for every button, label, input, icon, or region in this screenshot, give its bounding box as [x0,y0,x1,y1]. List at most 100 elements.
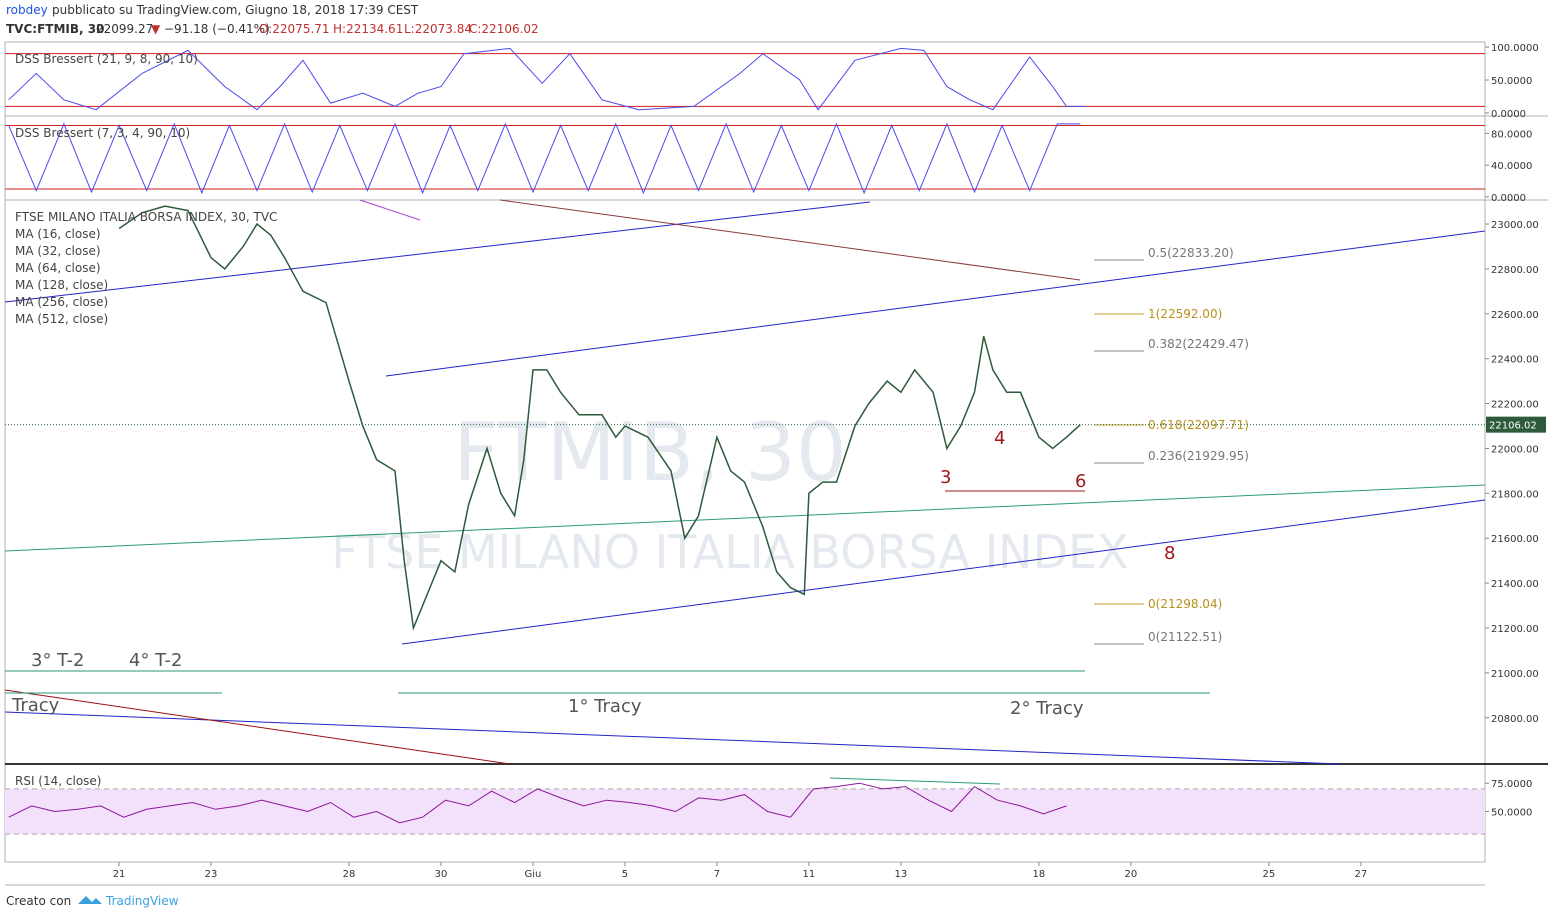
brand[interactable]: TradingView [105,894,179,908]
series-line [8,122,1081,195]
y-tick-label: 22200.00 [1491,400,1539,411]
y-tick-label: 23000.00 [1491,220,1539,231]
price: 22099.27 [96,22,153,36]
author[interactable]: robdey [6,3,48,17]
x-tick-label: 27 [1354,869,1367,880]
y-tick-label: 40.0000 [1491,161,1532,172]
rsi-band [5,788,1485,835]
trend-line [4,484,1486,552]
fib-label: 0.618(22097.71) [1148,418,1249,432]
x-tick-label: 5 [622,869,628,880]
y-tick-label: 20800.00 [1491,714,1539,725]
y-tick-label: 75.0000 [1491,779,1532,790]
y-tick-label: 22600.00 [1491,310,1539,321]
fib-label: 0.382(22429.47) [1148,337,1249,351]
x-tick-label: 18 [1033,869,1046,880]
fib-label: 0.5(22833.20) [1148,246,1234,260]
x-tick-label: 25 [1262,869,1275,880]
annotation: 6 [1075,471,1086,492]
footer: Creato con TradingView [6,894,179,908]
y-tick-label: 100.0000 [1491,43,1539,54]
legend-entry: MA (128, close) [15,278,108,292]
y-tick-label: 22000.00 [1491,444,1539,455]
annotation: 3° T-2 [31,650,84,671]
open: O:22075.71 [259,22,330,36]
annotation: 2° Tracy [1010,698,1084,719]
watermark: FTMIB, 30 [453,406,847,499]
series-line [8,782,1067,824]
y-tick-label: 21800.00 [1491,489,1539,500]
panel-title: FTSE MILANO ITALIA BORSA INDEX, 30, TVC [15,210,277,224]
y-tick-label: 21000.00 [1491,669,1539,680]
panel [5,782,1485,835]
divergence-line [829,777,1001,785]
panel [5,122,1485,195]
last-price-label: 22106.02 [1489,421,1537,432]
x-tick-label: 23 [205,869,218,880]
trend-line [401,499,1486,645]
annotation: 3 [940,467,951,488]
frames [4,41,1548,886]
series-line [8,47,1085,111]
x-tick-label: 20 [1124,869,1137,880]
trend-line [4,689,511,765]
annotation: 4° T-2 [129,650,182,671]
published: pubblicato su TradingView.com, Giugno 18… [52,3,419,17]
x-tick-label: 28 [343,869,356,880]
logo [78,896,102,904]
x-tick-label: 7 [714,869,720,880]
trend-line [4,201,871,303]
x-tick-label: 30 [435,869,448,880]
ma-line [499,199,1081,281]
panel-title: DSS Bressert (21, 9, 8, 90, 10) [15,52,198,66]
legend-entry: MA (64, close) [15,261,101,275]
annotation: Tracy [11,695,60,716]
made-with: Creato con [6,894,71,908]
annotation: 1° Tracy [568,696,642,717]
y-tick-label: 21400.00 [1491,579,1539,590]
trend-line [4,711,1341,765]
panel [118,205,1081,631]
y-tick-label: 50.0000 [1491,808,1532,819]
y-tick-label: 80.0000 [1491,129,1532,140]
y-tick-label: 22400.00 [1491,355,1539,366]
panel-title: DSS Bressert (7, 3, 4, 90, 10) [15,126,190,140]
y-tick-label: 21600.00 [1491,534,1539,545]
series-line [118,205,1081,631]
trend-line [385,230,1486,377]
close: C:22106.02 [469,22,539,36]
y-tick-label: 50.0000 [1491,76,1532,87]
legend-entry: MA (32, close) [15,244,101,258]
drawings: FTMIB, 30 FTSE MILANO ITALIA BORSA INDEX… [4,199,1486,785]
watermark: FTSE MILANO ITALIA BORSA INDEX [331,525,1128,579]
fib-label: 0.236(21929.95) [1148,449,1249,463]
legend-entry: MA (16, close) [15,227,101,241]
x-tick-label: 13 [895,869,908,880]
symbol: TVC:FTMIB, 30 [6,22,104,36]
y-tick-label: 0.0000 [1491,109,1526,120]
panel [5,47,1485,111]
change: −91.18 (−0.41%) [164,22,270,36]
fib-label: 0(21298.04) [1148,597,1222,611]
last-price-tag [1486,416,1546,433]
annotation: 8 [1164,543,1175,564]
x-tick-label: 11 [803,869,816,880]
ma-line [359,199,421,221]
legend-entry: MA (256, close) [15,295,108,309]
low: L:22073.84 [404,22,472,36]
x-tick-label: 21 [113,869,126,880]
fib-label: 1(22592.00) [1148,307,1222,321]
plot-frame [4,41,1486,863]
high: H:22134.61 [333,22,403,36]
y-tick-label: 22800.00 [1491,265,1539,276]
y-tick-label: 0.0000 [1491,193,1526,204]
fib-label: 0(21122.51) [1148,630,1222,644]
y-tick-label: 21200.00 [1491,624,1539,635]
arrow: ▼ [151,22,161,36]
legend-entry: MA (512, close) [15,312,108,326]
x-tick-label: Giu [525,869,542,880]
annotation: 4 [994,428,1005,449]
panel-title: RSI (14, close) [15,774,101,788]
